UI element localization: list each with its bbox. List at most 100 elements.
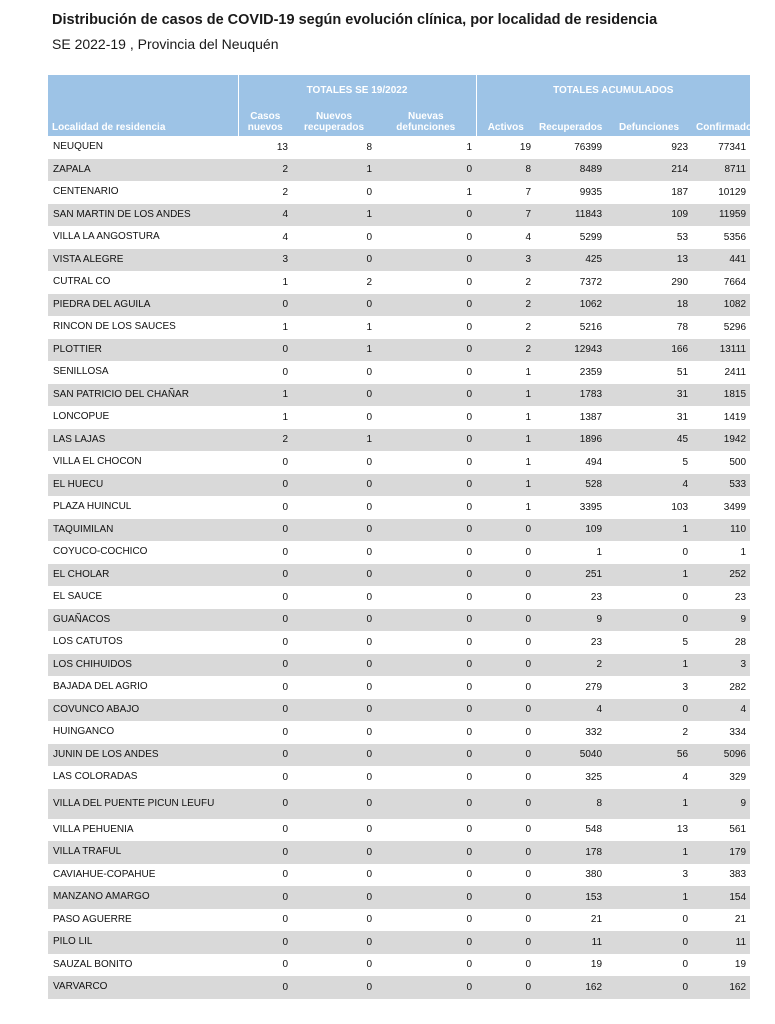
- recovered-cell: 8489: [535, 158, 607, 181]
- new-deaths-cell: 0: [376, 976, 477, 999]
- confirmed-cell: 28: [734, 636, 747, 648]
- active-cell: 3: [476, 248, 536, 271]
- header-new-recovered-line1: Nuevos: [315, 111, 353, 122]
- new-recovered-cell: 0: [292, 608, 376, 631]
- locality-cell: PLOTTIER: [48, 338, 238, 361]
- table-row: HUINGANCO 0 0 0 0 332 2 334: [48, 721, 750, 744]
- new-cases-cell: 3: [238, 248, 292, 271]
- new-deaths-cell: 0: [466, 546, 473, 558]
- locality-cell: LONCOPUE: [53, 411, 110, 423]
- locality-cell: BAJADA DEL AGRIO: [53, 681, 148, 693]
- deaths-cell: 1: [606, 518, 693, 541]
- recovered-cell: 380: [585, 869, 603, 881]
- new-deaths-cell: 0: [466, 276, 473, 288]
- new-recovered-cell: 0: [292, 248, 376, 271]
- new-recovered-cell: 0: [366, 959, 372, 971]
- table-row: PLOTTIER 0 1 0 2 12943 166 13111: [48, 338, 751, 361]
- recovered-cell: 9: [535, 608, 607, 631]
- new-recovered-cell: 1: [292, 428, 376, 451]
- active-cell: 19: [519, 141, 532, 153]
- table-row: CENTENARIO 2 0 1 7 9935 187 10129: [48, 181, 750, 204]
- deaths-cell: 4: [682, 771, 689, 783]
- new-deaths-cell: 0: [376, 698, 477, 721]
- active-cell: 0: [525, 959, 532, 971]
- new-cases-cell: 0: [238, 473, 292, 496]
- recovered-cell: 5299: [579, 231, 603, 243]
- header-new-deaths: Nuevas defunciones: [376, 105, 477, 136]
- table-row: VILLA LA ANGOSTURA 4 0 0 4 5299 53 5356: [48, 226, 750, 249]
- confirmed-cell: 9: [692, 608, 751, 631]
- confirmed-cell: 5096: [692, 743, 751, 766]
- new-recovered-cell: 0: [292, 518, 376, 541]
- confirmed-cell: 4: [692, 698, 751, 721]
- recovered-cell: 76399: [574, 141, 603, 153]
- confirmed-cell: 110: [692, 518, 751, 541]
- table-row: COYUCO-COCHICO 0 0 0 0 1 0 1: [48, 541, 750, 564]
- active-cell: 0: [476, 976, 536, 999]
- deaths-cell: 923: [671, 141, 689, 153]
- deaths-cell: 0: [682, 591, 689, 603]
- new-cases-cell: 1: [282, 411, 288, 423]
- new-recovered-cell: 8: [366, 141, 372, 153]
- table-row: SAUZAL BONITO 0 0 0 0 19 0 19: [48, 954, 750, 977]
- new-recovered-cell: 0: [366, 869, 372, 881]
- confirmed-cell: 23: [734, 591, 747, 603]
- new-deaths-cell: 0: [376, 293, 477, 316]
- table-row: VILLA TRAFUL 0 0 0 0 178 1 179: [48, 841, 751, 864]
- new-recovered-cell: 0: [366, 186, 372, 198]
- confirmed-cell: 561: [729, 824, 747, 836]
- new-deaths-cell: 0: [466, 231, 473, 243]
- table-row: VILLA DEL PUENTE PICUN LEUFU 0 0 0 0 8 1 9: [48, 788, 751, 819]
- new-deaths-cell: 0: [376, 518, 477, 541]
- locality-cell: SAUZAL BONITO: [53, 958, 133, 970]
- new-deaths-cell: 0: [466, 869, 473, 881]
- table-row: VISTA ALEGRE 3 0 0 3 425 13 441: [48, 248, 751, 271]
- deaths-cell: 0: [606, 931, 693, 954]
- active-cell: 0: [476, 886, 536, 909]
- new-cases-cell: 0: [238, 293, 292, 316]
- deaths-cell: 0: [682, 914, 689, 926]
- active-cell: 0: [476, 518, 536, 541]
- new-recovered-cell: 0: [292, 653, 376, 676]
- recovered-cell: 4: [535, 698, 607, 721]
- new-deaths-cell: 0: [466, 366, 473, 378]
- new-cases-cell: 2: [282, 186, 288, 198]
- locality-cell: EL CHOLAR: [48, 563, 238, 586]
- locality-cell: COVUNCO ABAJO: [48, 698, 238, 721]
- deaths-cell: 214: [606, 158, 693, 181]
- new-recovered-cell: 0: [292, 293, 376, 316]
- table-row: LAS LAJAS 2 1 0 1 1896 45 1942: [48, 428, 751, 451]
- deaths-cell: 1: [606, 653, 693, 676]
- new-deaths-cell: 0: [376, 841, 477, 864]
- new-deaths-cell: 0: [466, 771, 473, 783]
- new-recovered-cell: 0: [366, 726, 372, 738]
- table-row: GUAÑACOS 0 0 0 0 9 0 9: [48, 608, 751, 631]
- new-deaths-cell: 0: [466, 824, 473, 836]
- new-recovered-cell: 0: [366, 456, 372, 468]
- deaths-cell: 0: [682, 546, 689, 558]
- recovered-cell: 494: [585, 456, 603, 468]
- active-cell: 1: [525, 366, 532, 378]
- recovered-cell: 23: [590, 591, 603, 603]
- new-cases-cell: 0: [238, 976, 292, 999]
- new-cases-cell: 0: [238, 338, 292, 361]
- locality-cell: SAN PATRICIO DEL CHAÑAR: [48, 383, 238, 406]
- locality-cell: COYUCO-COCHICO: [53, 546, 148, 558]
- confirmed-cell: 500: [729, 456, 747, 468]
- header-group-cumulative: TOTALES ACUMULADOS: [475, 75, 751, 105]
- active-cell: 2: [476, 293, 536, 316]
- locality-cell: SAN MARTIN DE LOS ANDES: [48, 203, 238, 226]
- table-row: CAVIAHUE-COPAHUE 0 0 0 0 380 3 383: [48, 864, 750, 887]
- new-recovered-cell: 1: [292, 338, 376, 361]
- deaths-cell: 0: [606, 608, 693, 631]
- new-recovered-cell: 0: [366, 824, 372, 836]
- locality-cell: VILLA TRAFUL: [48, 841, 238, 864]
- new-deaths-cell: 0: [466, 321, 473, 333]
- recovered-cell: 251: [535, 563, 607, 586]
- new-cases-cell: 0: [282, 501, 288, 513]
- active-cell: 1: [525, 501, 532, 513]
- recovered-cell: 2: [535, 653, 607, 676]
- active-cell: 1: [476, 428, 536, 451]
- table-row: VARVARCO 0 0 0 0 162 0 162: [48, 976, 751, 999]
- new-cases-cell: 0: [238, 698, 292, 721]
